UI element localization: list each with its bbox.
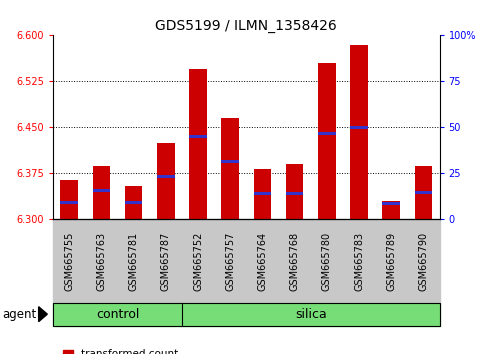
Bar [350,45,368,219]
Bar [286,164,303,219]
Bar [157,143,175,219]
Bar [414,191,432,194]
Text: GSM665764: GSM665764 [257,232,268,291]
Title: GDS5199 / ILMN_1358426: GDS5199 / ILMN_1358426 [156,19,337,33]
Legend: transformed count, percentile rank within the sample: transformed count, percentile rank withi… [58,345,261,354]
Text: agent: agent [2,308,37,321]
Bar [125,186,142,219]
Bar [318,63,336,219]
Bar [93,166,110,219]
Text: GSM665752: GSM665752 [193,232,203,291]
Text: GSM665787: GSM665787 [161,232,171,291]
Bar [157,175,175,178]
Text: GSM665790: GSM665790 [418,232,428,291]
Text: GSM665768: GSM665768 [290,232,299,291]
Bar [414,166,432,219]
Bar [254,169,271,219]
Text: GSM665757: GSM665757 [225,232,235,291]
Bar [60,201,78,204]
Bar [189,136,207,138]
Text: GSM665780: GSM665780 [322,232,332,291]
Bar [221,118,239,219]
Text: GSM665755: GSM665755 [64,232,74,291]
Bar [286,192,303,195]
Bar [189,69,207,219]
Bar [93,189,110,192]
Bar [318,132,336,136]
Bar [221,160,239,163]
Bar [60,179,78,219]
Text: control: control [96,308,139,321]
Text: GSM665789: GSM665789 [386,232,396,291]
Bar [350,126,368,129]
Bar [383,201,400,219]
Text: GSM665781: GSM665781 [128,232,139,291]
Text: GSM665763: GSM665763 [97,232,106,291]
Text: silica: silica [295,308,327,321]
Text: GSM665783: GSM665783 [354,232,364,291]
Bar [254,192,271,195]
Bar [383,202,400,205]
Bar [125,201,142,204]
